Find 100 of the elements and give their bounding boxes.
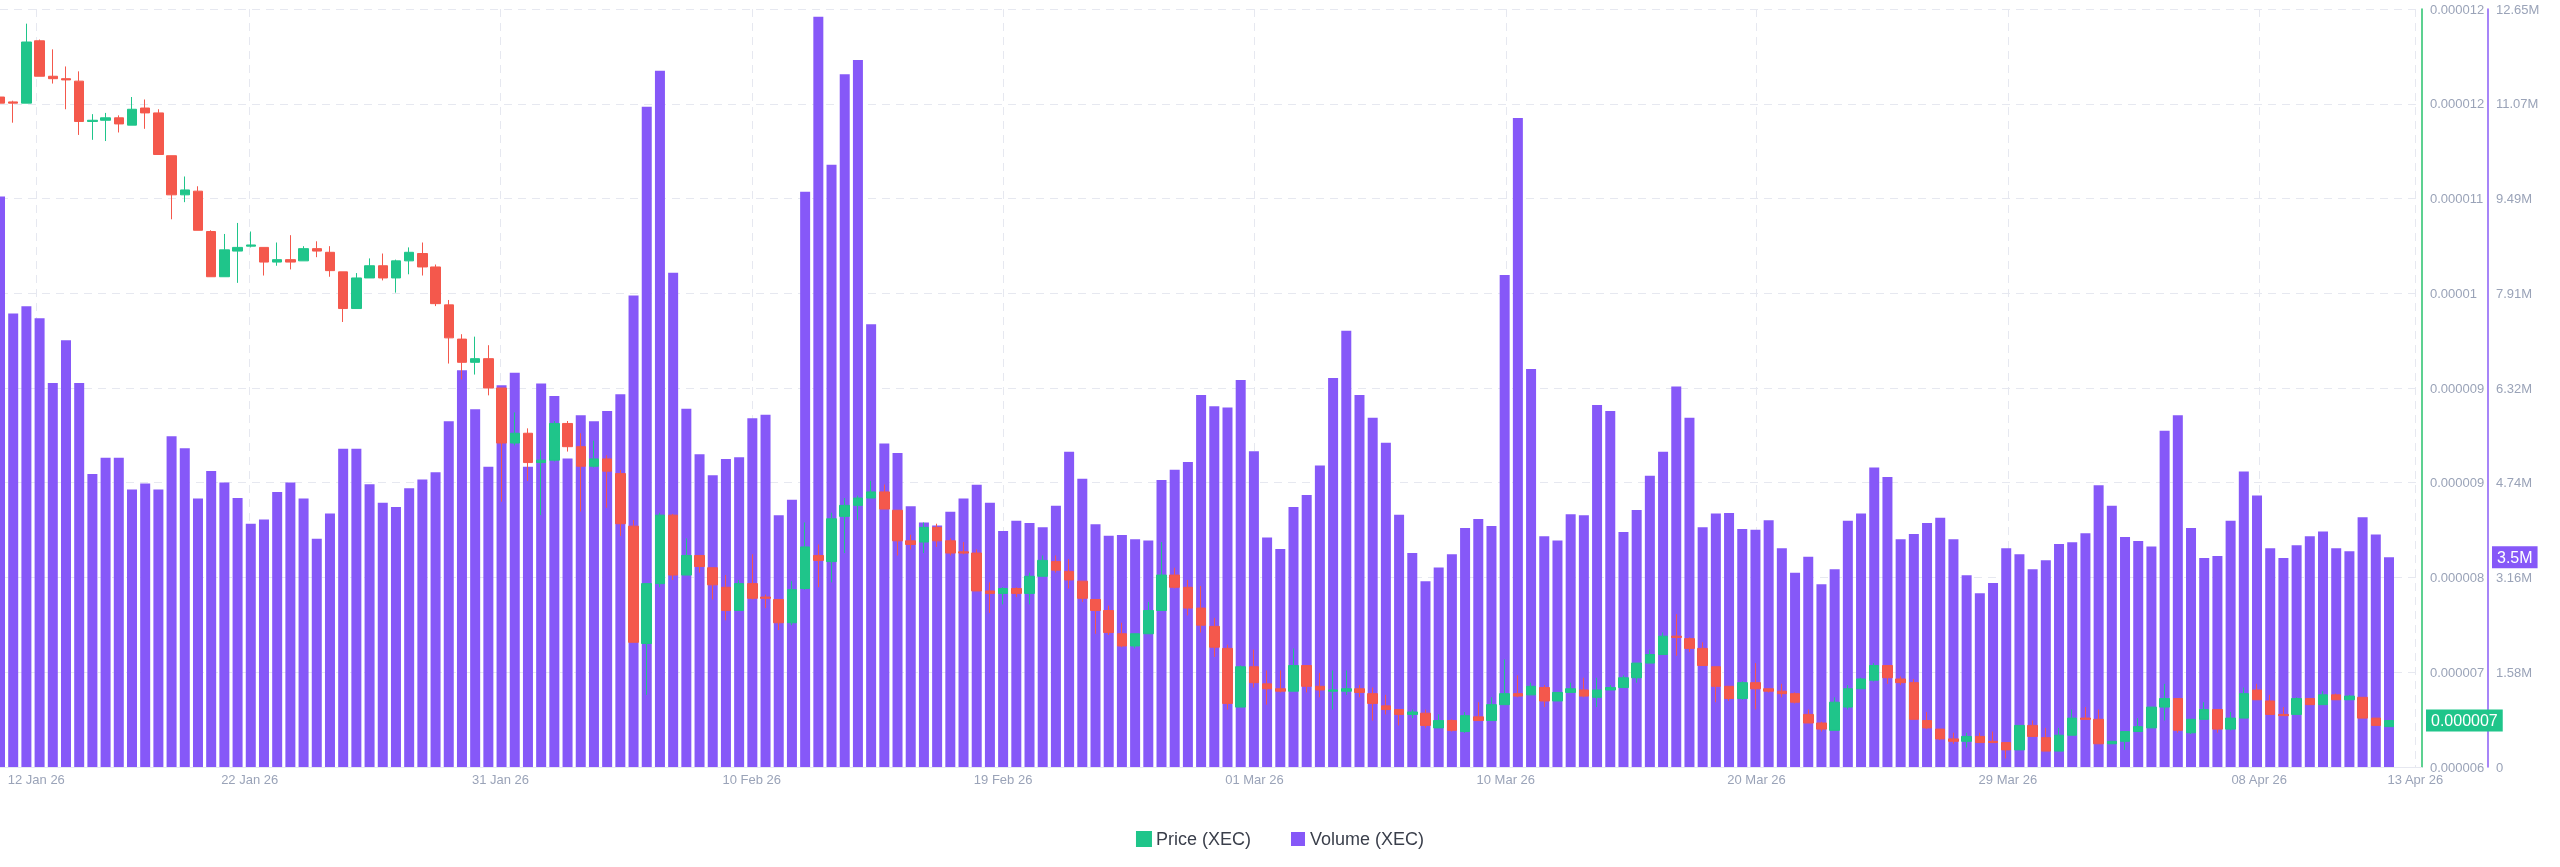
candlestick [2093,709,2104,745]
bar [575,415,586,767]
bar [2370,534,2381,767]
candlestick [1750,662,1761,711]
bar [272,491,283,767]
y2-tick-label: 11.07M [2496,96,2539,112]
candlestick [1856,677,1866,690]
bar [1816,584,1827,767]
bar [1658,451,1669,767]
bar [2186,527,2197,767]
candlestick [1988,731,1998,744]
bar [1882,476,1893,767]
candlestick [562,420,573,453]
bar [1961,575,1972,767]
candlestick [114,114,124,133]
bar [153,489,164,767]
bar [1724,512,1735,767]
candlestick [1777,683,1787,698]
candlestick [1315,672,1325,698]
bar [1737,529,1748,767]
candlestick [721,574,731,621]
y-tick-label: 0.000006 [2430,759,2485,775]
bar [192,498,203,767]
bar [1169,469,1180,767]
candlestick [813,543,824,588]
candlestick [1117,622,1127,648]
y-tick-label: 0.000011 [2430,191,2484,206]
bar [2291,545,2302,767]
bar [1618,532,1629,767]
candlestick [641,583,652,696]
candlestick [1196,585,1206,634]
candlestick [1249,649,1259,689]
bar [2252,495,2263,767]
candlestick [272,242,282,267]
bar [522,466,533,767]
candlestick [1658,632,1668,656]
y-tick-label: 0.00001 [2430,285,2477,301]
bar [1763,520,1774,767]
candlestick [1579,677,1589,698]
candlestick [166,155,177,220]
bar [1446,554,1457,767]
candlestick [74,70,84,136]
candlestick [8,100,18,124]
candlestick [378,253,388,281]
candlestick [1645,649,1655,664]
candlestick [312,240,322,258]
candlestick [2212,709,2223,734]
bar [2146,546,2157,767]
bar [1499,275,1510,767]
bar [707,475,718,767]
candlestick [1354,684,1365,698]
bar [1275,548,1286,767]
bar [2067,542,2078,767]
candlestick [1130,633,1140,649]
bar [74,382,85,767]
candlestick [892,509,903,556]
bar [2199,557,2210,767]
candlestick [1024,572,1035,605]
bar [2159,430,2170,767]
candlestick [100,112,111,142]
bar [60,340,71,767]
candlestick [1605,684,1616,691]
candlestick [48,48,58,85]
candlestick [1381,694,1391,715]
candlestick [259,246,269,277]
y2-tick-label: 1.58M [2496,664,2533,680]
candlestick [1909,678,1919,720]
candlestick [1684,636,1695,653]
bar [311,538,322,767]
candlestick [760,594,771,609]
bar [47,382,58,767]
candlestick [1697,641,1708,667]
candlestick [2239,687,2249,719]
candlestick [417,242,428,277]
candlestick [1301,665,1312,693]
candlestick [1975,732,1985,744]
candlestick [1790,691,1800,704]
bar [100,457,111,767]
candlestick [523,427,533,482]
candlestick [2318,690,2328,706]
bar [509,372,520,767]
bar [1248,451,1259,767]
candlestick [958,541,969,555]
x-tick-label: 29 Mar 26 [1978,772,2038,787]
candlestick [2159,683,2170,722]
candlestick [2371,717,2381,726]
candlestick [1565,682,1576,693]
candlestick [180,175,190,203]
candlestick [866,480,876,499]
candlestick [1420,709,1431,729]
bar [87,473,98,767]
bar [1895,539,1906,767]
bar [2001,548,2012,767]
bar [2344,551,2355,767]
bar [298,498,309,767]
bar [734,457,745,767]
candlestick [140,98,150,130]
bar [1050,505,1061,767]
candlestick [1011,586,1022,598]
bar [8,313,19,767]
